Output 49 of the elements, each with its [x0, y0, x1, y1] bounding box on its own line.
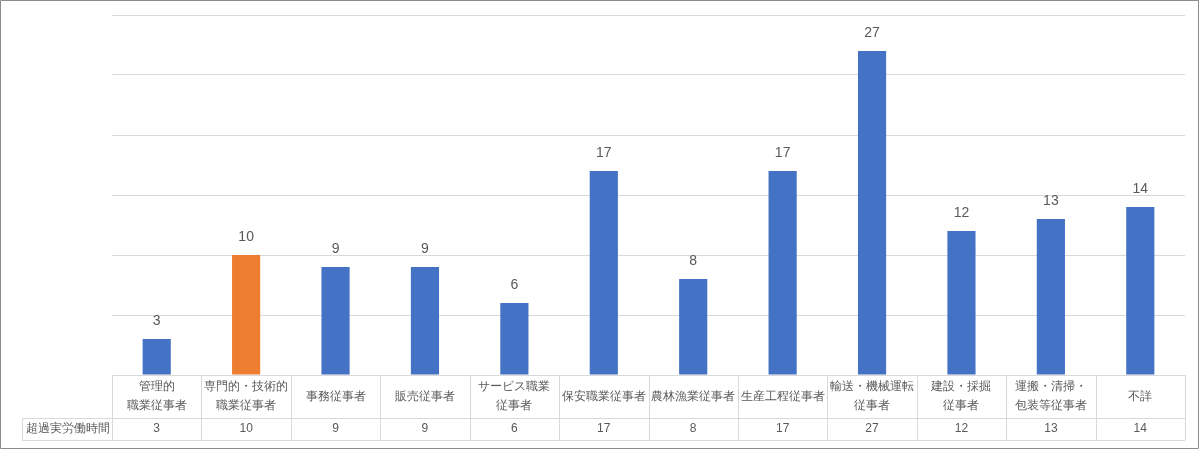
x-tick-label: 農林漁業従事者 — [651, 388, 736, 403]
annotation: 8 — [689, 251, 698, 268]
x-tick-label: 建設・採掘従事者 — [930, 379, 992, 413]
x-tick-label: 保安職業従事者 — [561, 388, 646, 403]
annotation: 27 — [864, 23, 881, 40]
data-label: 6 — [511, 421, 519, 436]
annotation: 17 — [774, 143, 791, 160]
x-tick-label: 運搬・清掃・包装等従事者 — [1014, 379, 1087, 413]
data-label: 8 — [689, 421, 697, 436]
data-label: 9 — [421, 421, 429, 436]
data-label: 17 — [597, 421, 611, 436]
data-label: 12 — [954, 421, 969, 436]
bar — [321, 267, 350, 375]
annotation: 14 — [1132, 179, 1149, 196]
bar — [1126, 207, 1155, 375]
annotation: 3 — [152, 311, 161, 328]
x-tick-label: 生産工程従事者 — [740, 388, 825, 403]
data-label: 17 — [775, 421, 790, 436]
data-label: 13 — [1044, 421, 1058, 436]
data-label: 27 — [865, 421, 880, 436]
x-tick-label: サービス職業従事者 — [478, 379, 551, 413]
x-tick-label: 管理的職業従事者 — [126, 379, 187, 413]
text: 超過実労働時間 — [26, 421, 110, 436]
bar — [857, 51, 887, 375]
bar — [589, 171, 618, 375]
annotation: 13 — [1043, 191, 1059, 208]
annotation: 9 — [331, 239, 340, 256]
annotation: 17 — [596, 143, 612, 160]
bar — [500, 303, 529, 375]
bar — [768, 171, 797, 375]
data-label: 3 — [153, 421, 161, 436]
x-tick-label: 不詳 — [1128, 388, 1153, 403]
data-label: 14 — [1133, 421, 1148, 436]
data-label: 10 — [239, 421, 254, 436]
bar — [410, 267, 440, 375]
bar — [679, 279, 708, 375]
bar — [142, 339, 171, 375]
annotation: 6 — [510, 275, 519, 292]
annotation: 9 — [421, 239, 430, 256]
annotation: 12 — [953, 203, 970, 220]
annotation: 10 — [238, 227, 255, 244]
x-tick-label: 事務従事者 — [305, 388, 366, 403]
bar — [1036, 219, 1065, 375]
x-tick-label: 輸送・機械運転従事者 — [830, 379, 915, 413]
bar — [232, 255, 261, 375]
x-tick-label: 専門的・技術的職業従事者 — [204, 379, 289, 413]
bar — [947, 231, 976, 375]
data-label: 9 — [332, 421, 340, 436]
x-tick-label: 販売従事者 — [394, 388, 455, 403]
